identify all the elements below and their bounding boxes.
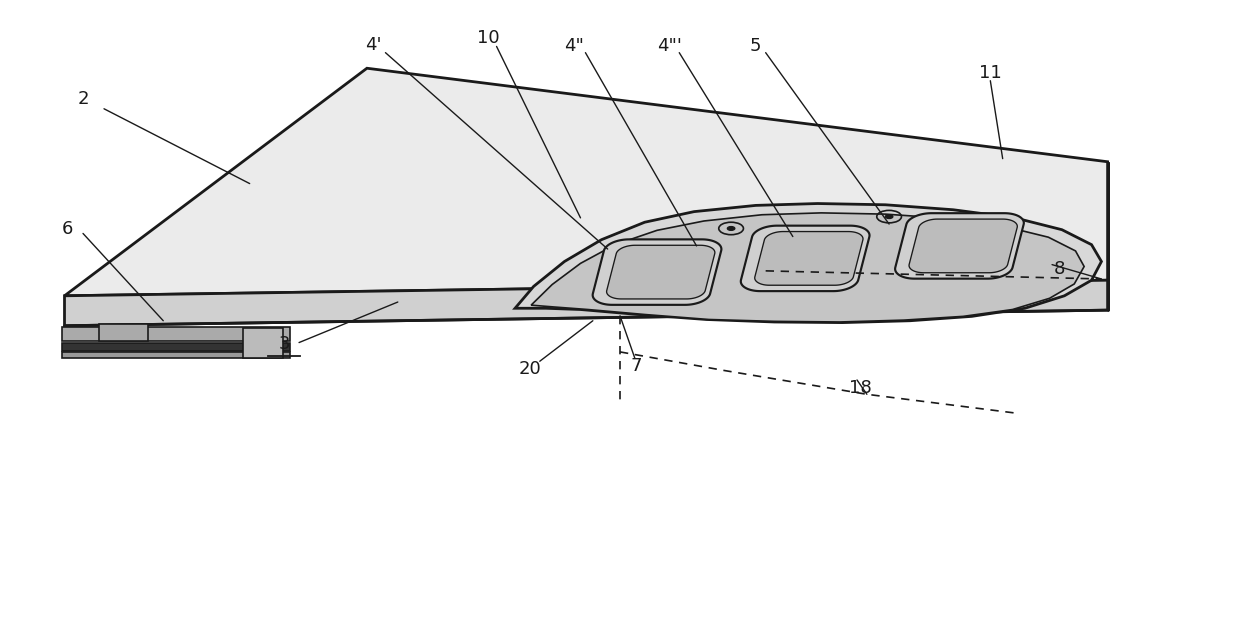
Polygon shape xyxy=(895,213,1024,279)
Text: 2: 2 xyxy=(77,91,89,108)
Polygon shape xyxy=(62,352,290,358)
Text: 10: 10 xyxy=(476,30,500,47)
Text: 4": 4" xyxy=(564,37,584,55)
Text: 7: 7 xyxy=(630,357,642,375)
Polygon shape xyxy=(531,213,1084,322)
Circle shape xyxy=(728,226,735,230)
Polygon shape xyxy=(740,226,869,291)
Text: 18: 18 xyxy=(849,379,872,397)
Text: 3: 3 xyxy=(279,335,290,353)
Text: 6: 6 xyxy=(61,220,73,238)
Text: 20: 20 xyxy=(518,360,542,378)
Polygon shape xyxy=(909,219,1017,273)
Text: 4': 4' xyxy=(365,36,382,54)
Polygon shape xyxy=(755,231,863,285)
Polygon shape xyxy=(515,204,1101,323)
Polygon shape xyxy=(606,245,715,299)
Text: 11: 11 xyxy=(978,64,1002,82)
Polygon shape xyxy=(99,324,149,342)
Polygon shape xyxy=(64,68,1107,296)
Text: 5: 5 xyxy=(750,37,761,55)
Polygon shape xyxy=(593,240,722,305)
Text: 8: 8 xyxy=(1054,260,1065,278)
Text: 4"': 4"' xyxy=(657,37,682,55)
Polygon shape xyxy=(62,327,290,341)
Polygon shape xyxy=(62,343,290,350)
Circle shape xyxy=(885,214,893,218)
Polygon shape xyxy=(243,328,283,358)
Polygon shape xyxy=(64,280,1107,326)
